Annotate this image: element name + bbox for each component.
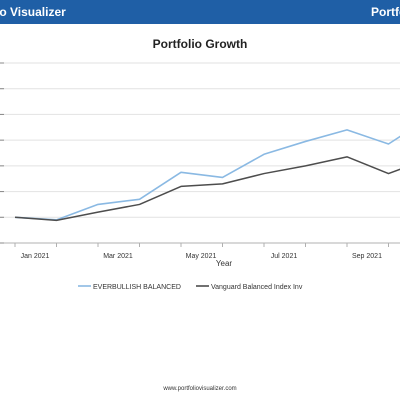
x-axis-label: Year	[216, 259, 233, 268]
app-title-right: Portfol	[371, 5, 400, 19]
x-tick-label: Jul 2021	[271, 253, 298, 260]
x-tick-label: Mar 2021	[103, 253, 133, 260]
app-header: io Visualizer Portfol	[0, 0, 400, 24]
x-tick-label: May 2021	[186, 253, 217, 260]
series-line-1	[14, 129, 400, 221]
x-axis: Jan 2021 Mar 2021 May 2021 Jul 2021 Sep 2021	[14, 243, 389, 260]
series-lines	[14, 129, 400, 222]
grid-lines	[0, 62, 400, 244]
legend-label-1: EVERBULLISH BALANCED	[93, 284, 181, 291]
legend-label-2: Vanguard Balanced Index Inv	[211, 284, 303, 291]
footer-url: www.portfoliovisualizer.com	[163, 386, 237, 392]
x-tick-label: Sep 2021	[352, 253, 382, 260]
app-title: io Visualizer	[0, 5, 66, 19]
x-tick-label: Jan 2021	[21, 253, 50, 260]
series-line-2	[14, 156, 400, 222]
portfolio-growth-chart: Portfolio Growth Jan 2021 Mar 2021 May 202…	[0, 37, 400, 291]
chart-legend: EVERBULLISH BALANCED Vanguard Balanced In…	[78, 284, 303, 291]
chart-title: Portfolio Growth	[153, 37, 248, 51]
